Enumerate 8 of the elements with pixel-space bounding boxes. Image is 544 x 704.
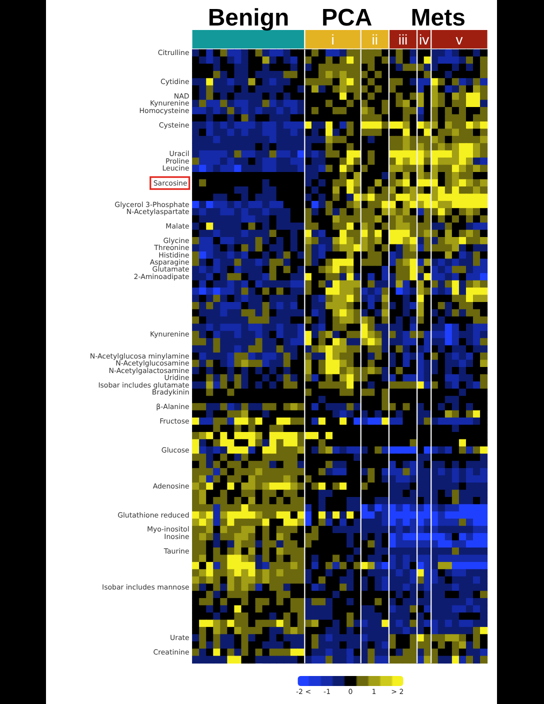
text: i [331, 31, 334, 48]
text: Mets [410, 4, 466, 32]
text: iv [419, 31, 430, 48]
text: ii [372, 31, 378, 48]
text: Benign [208, 4, 290, 32]
text: iii [398, 31, 408, 48]
text: PCA [321, 4, 372, 32]
text: v [456, 31, 463, 48]
